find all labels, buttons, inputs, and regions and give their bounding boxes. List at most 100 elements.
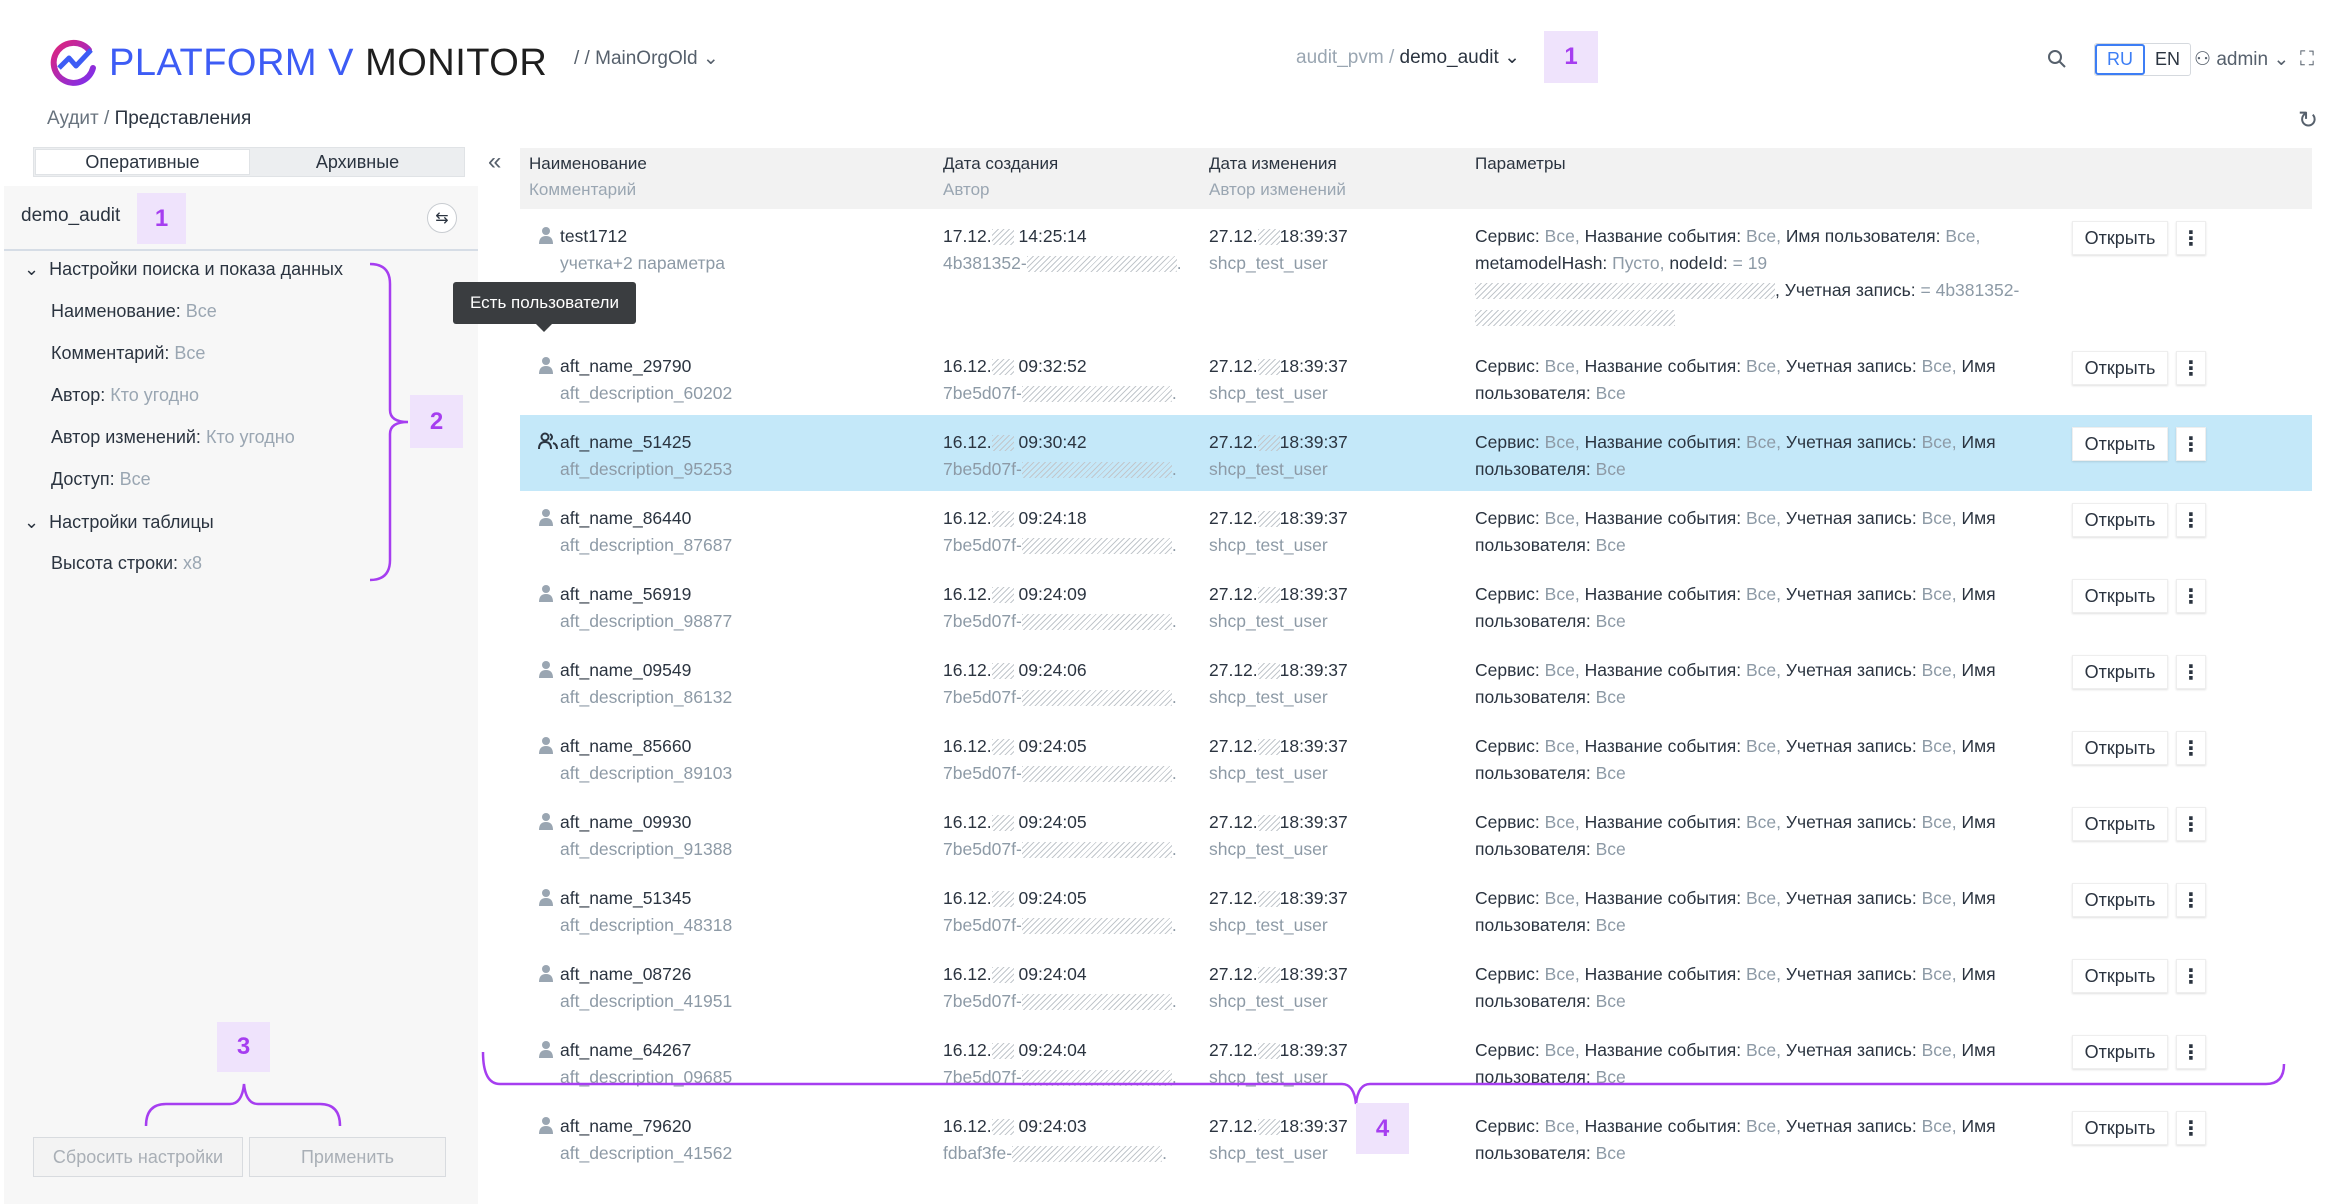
column-header-author[interactable]: Автор	[943, 180, 990, 199]
more-menu-icon[interactable]: ⋮	[2176, 883, 2206, 917]
setting-comment[interactable]: Комментарий: Все	[51, 343, 205, 364]
breadcrumb-audit-link[interactable]: Аудит	[47, 108, 99, 129]
collapse-sidebar-icon[interactable]: «	[488, 148, 502, 175]
open-button[interactable]: Открыть	[2072, 427, 2168, 461]
more-menu-icon[interactable]: ⋮	[2176, 731, 2206, 765]
param-value: Все,	[1544, 432, 1580, 452]
table-row[interactable]: aft_name_86440 aft_description_87687 16.12…	[520, 491, 2312, 567]
tab-archive[interactable]: Архивные	[315, 151, 400, 172]
section-search-settings[interactable]: ⌄ Настройки поиска и показа данных	[24, 259, 343, 280]
modified-time: 18:39:37	[1279, 964, 1348, 984]
tab-operative[interactable]: Оперативные	[35, 149, 250, 175]
more-menu-icon[interactable]: ⋮	[2176, 579, 2206, 613]
lang-en-button[interactable]: EN	[2155, 49, 2181, 69]
row-name[interactable]: aft_name_85660	[560, 736, 692, 756]
table-row[interactable]: aft_name_85660 aft_description_89103 16.12…	[520, 719, 2312, 795]
table-row[interactable]: aft_name_51345 aft_description_48318 16.12…	[520, 871, 2312, 947]
path-parent-link[interactable]: audit_pvm	[1296, 47, 1384, 68]
row-name[interactable]: test1712	[560, 226, 628, 246]
param-label: Учетная запись:	[1785, 508, 1917, 528]
user-menu[interactable]: ⚇ admin ⌄	[2194, 48, 2289, 71]
open-button[interactable]: Открыть	[2072, 1111, 2168, 1145]
created-day: 16.12.	[943, 584, 992, 604]
row-name[interactable]: aft_name_29790	[560, 356, 692, 376]
apply-button[interactable]: Применить	[249, 1137, 446, 1177]
swap-icon[interactable]: ⇆	[427, 203, 457, 233]
row-name[interactable]: aft_name_56919	[560, 584, 692, 604]
column-header-created[interactable]: Дата создания	[943, 154, 1059, 173]
breadcrumb-current: Представления	[114, 108, 252, 129]
param-value: Все	[1595, 839, 1626, 859]
created-time: 09:24:05	[1018, 812, 1087, 832]
open-button[interactable]: Открыть	[2072, 221, 2168, 255]
open-button[interactable]: Открыть	[2072, 579, 2168, 613]
refresh-icon[interactable]: ↻	[2298, 107, 2319, 134]
param-value: Все,	[1921, 812, 1957, 832]
setting-name[interactable]: Наименование: Все	[51, 301, 217, 322]
table-row[interactable]: aft_name_08726 aft_description_41951 16.12…	[520, 947, 2312, 1023]
row-params: Сервис: Все, Название события: Все, Учет…	[1475, 1113, 2055, 1167]
logo[interactable]: PLATFORM V MONITOR	[49, 38, 547, 88]
row-name[interactable]: aft_name_79620	[560, 1116, 692, 1136]
table-row[interactable]: aft_name_09549 aft_description_86132 16.12…	[520, 643, 2312, 719]
org-selector[interactable]: / / MainOrgOld ⌄	[574, 47, 719, 70]
setting-modifier[interactable]: Автор изменений: Кто угодно	[51, 427, 295, 448]
row-name[interactable]: aft_name_09549	[560, 660, 692, 680]
param-label: Название события:	[1584, 584, 1742, 604]
column-header-modifier[interactable]: Автор изменений	[1209, 180, 1346, 199]
user-icon	[538, 964, 554, 982]
setting-access[interactable]: Доступ: Все	[51, 469, 151, 490]
more-menu-icon[interactable]: ⋮	[2176, 221, 2206, 255]
param-value: Все,	[1921, 736, 1957, 756]
table-row[interactable]: test1712 учетка+2 параметра 17.12. 14:25:1…	[520, 209, 2312, 339]
section-table-settings[interactable]: ⌄ Настройки таблицы	[24, 512, 214, 533]
table-row[interactable]: aft_name_79620 aft_description_41562 16.12…	[520, 1099, 2312, 1175]
row-name[interactable]: aft_name_09930	[560, 812, 692, 832]
table-row[interactable]: aft_name_64267 aft_description_09685 16.12…	[520, 1023, 2312, 1099]
table-row[interactable]: aft_name_29790 aft_description_60202 16.12…	[520, 339, 2312, 415]
view-name: demo_audit	[21, 205, 121, 226]
row-name[interactable]: aft_name_86440	[560, 508, 692, 528]
search-icon[interactable]	[2046, 48, 2068, 70]
user-icon	[538, 660, 554, 678]
more-menu-icon[interactable]: ⋮	[2176, 655, 2206, 689]
open-button[interactable]: Открыть	[2072, 351, 2168, 385]
table-row[interactable]: aft_name_09930 aft_description_91388 16.12…	[520, 795, 2312, 871]
row-created: 16.12. 09:24:06	[943, 657, 1177, 684]
row-name[interactable]: aft_name_08726	[560, 964, 692, 984]
open-button[interactable]: Открыть	[2072, 959, 2168, 993]
column-header-name[interactable]: Наименование	[529, 154, 647, 173]
more-menu-icon[interactable]: ⋮	[2176, 427, 2206, 461]
more-menu-icon[interactable]: ⋮	[2176, 807, 2206, 841]
more-menu-icon[interactable]: ⋮	[2176, 959, 2206, 993]
open-button[interactable]: Открыть	[2072, 503, 2168, 537]
column-header-modified[interactable]: Дата изменения	[1209, 154, 1337, 173]
more-menu-icon[interactable]: ⋮	[2176, 1035, 2206, 1069]
open-button[interactable]: Открыть	[2072, 731, 2168, 765]
redacted-value	[991, 511, 1014, 528]
column-header-comment[interactable]: Комментарий	[529, 180, 637, 199]
fullscreen-icon[interactable]: ⛶	[2300, 48, 2314, 70]
reset-settings-button[interactable]: Сбросить настройки	[33, 1137, 243, 1177]
open-button[interactable]: Открыть	[2072, 655, 2168, 689]
row-author: 7be5d07f-.	[943, 611, 1177, 631]
column-header-params[interactable]: Параметры	[1475, 154, 1566, 173]
table-row[interactable]: aft_name_56919 aft_description_98877 16.12…	[520, 567, 2312, 643]
open-button[interactable]: Открыть	[2072, 807, 2168, 841]
setting-author[interactable]: Автор: Кто угодно	[51, 385, 199, 406]
lang-ru-button[interactable]: RU	[2095, 44, 2145, 75]
table-row[interactable]: aft_name_51425 aft_description_95253 16.12…	[520, 415, 2312, 491]
more-menu-icon[interactable]: ⋮	[2176, 1111, 2206, 1145]
modified-day: 27.12.	[1209, 1040, 1258, 1060]
open-button[interactable]: Открыть	[2072, 1035, 2168, 1069]
path-current-dropdown[interactable]: demo_audit	[1399, 47, 1499, 68]
open-button[interactable]: Открыть	[2072, 883, 2168, 917]
more-menu-icon[interactable]: ⋮	[2176, 351, 2206, 385]
setting-row-height[interactable]: Высота строки: x8	[51, 553, 202, 574]
row-name[interactable]: aft_name_64267	[560, 1040, 692, 1060]
row-name[interactable]: aft_name_51425	[560, 432, 692, 452]
row-modifier: shcp_test_user	[1209, 1067, 1328, 1087]
more-menu-icon[interactable]: ⋮	[2176, 503, 2206, 537]
row-params: Сервис: Все, Название события: Все, Учет…	[1475, 1037, 2055, 1091]
row-name[interactable]: aft_name_51345	[560, 888, 692, 908]
